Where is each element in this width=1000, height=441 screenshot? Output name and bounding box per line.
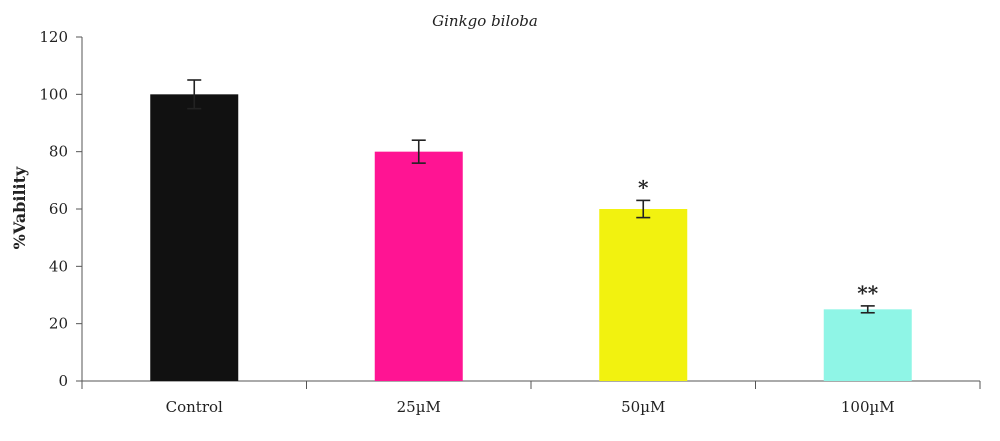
bar — [374, 151, 463, 381]
y-axis-ticks: 0 20 40 60 80 100 120 — [39, 28, 82, 390]
y-tick-label: 100 — [39, 85, 68, 103]
y-tick-label: 60 — [49, 200, 68, 218]
bar — [150, 94, 239, 381]
y-axis-title: %Vability — [10, 166, 29, 249]
y-tick-label: 120 — [39, 28, 68, 46]
y-tick-label: 0 — [58, 372, 68, 390]
significance-marker: ** — [857, 281, 878, 305]
x-tick-label: Control — [166, 398, 223, 416]
x-axis-ticks — [81, 381, 981, 389]
x-tick-label: 50µM — [621, 398, 665, 416]
x-tick-label: 25µM — [397, 398, 441, 416]
significance-marker: * — [638, 175, 649, 199]
chart-title: Ginkgo biloba — [432, 12, 538, 30]
bars — [150, 94, 912, 381]
y-tick-label: 40 — [49, 257, 68, 275]
significance-annotations: *** — [638, 175, 879, 304]
y-tick-label: 20 — [49, 315, 68, 333]
bar — [823, 309, 912, 381]
y-tick-label: 80 — [49, 143, 68, 161]
x-axis-labels: Control 25µM 50µM 100µM — [166, 398, 895, 416]
error-bars — [187, 79, 875, 314]
bar — [599, 209, 688, 381]
x-tick-label: 100µM — [841, 398, 895, 416]
